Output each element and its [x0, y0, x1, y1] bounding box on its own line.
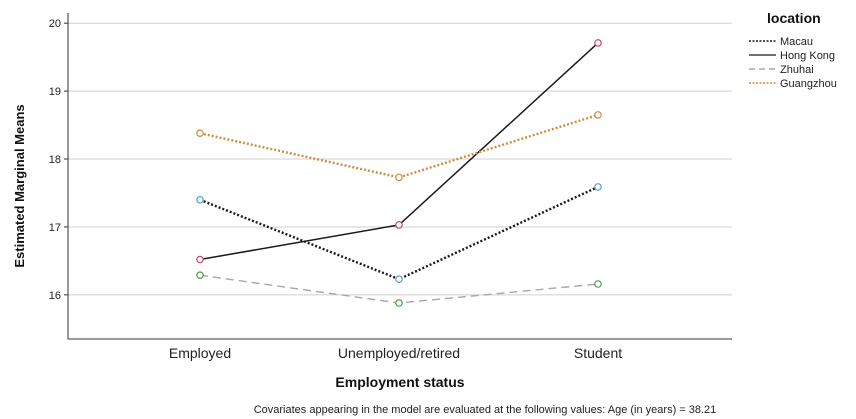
legend-label-macau: Macau [780, 36, 813, 48]
data-point-hong-kong [395, 221, 403, 229]
data-point-zhuhai [395, 299, 403, 307]
data-point-guangzhou [395, 173, 403, 182]
data-point-guangzhou [196, 129, 204, 138]
y-axis-title: Estimated Marginal Means [12, 104, 27, 267]
data-point-hong-kong [594, 39, 602, 47]
data-point-zhuhai [196, 271, 204, 280]
y-tick-labels: 16 17 18 19 20 [49, 18, 68, 302]
y-tick-label: 17 [49, 222, 61, 234]
y-tick-label: 18 [49, 154, 61, 166]
x-tick-label: Student [574, 345, 622, 361]
x-axis-title: Employment status [335, 374, 464, 390]
y-tick-label: 19 [49, 86, 61, 98]
y-tick-label: 20 [49, 18, 61, 30]
series-line-macau [199, 185, 599, 281]
legend-label-hong-kong: Hong Kong [780, 50, 835, 62]
legend: location Macau Hong Kong Zhuhai Guangzhou [749, 10, 837, 90]
x-tick-label: Unemployed/retired [338, 345, 460, 361]
data-point-macau [594, 183, 602, 191]
data-point-macau [196, 196, 204, 204]
markers-group [196, 39, 602, 307]
x-tick-labels: Employed Unemployed/retired Student [169, 345, 622, 361]
data-point-zhuhai [594, 280, 602, 288]
data-point-guangzhou [594, 111, 602, 119]
footnote: Covariates appearing in the model are ev… [254, 404, 717, 416]
legend-label-zhuhai: Zhuhai [780, 64, 814, 76]
x-tick-label: Employed [169, 345, 231, 361]
data-point-hong-kong [196, 255, 204, 264]
legend-label-guangzhou: Guangzhou [780, 78, 837, 90]
axes [67, 13, 732, 340]
legend-title: location [767, 10, 821, 26]
data-point-macau [395, 275, 403, 284]
y-tick-label: 16 [49, 290, 61, 302]
